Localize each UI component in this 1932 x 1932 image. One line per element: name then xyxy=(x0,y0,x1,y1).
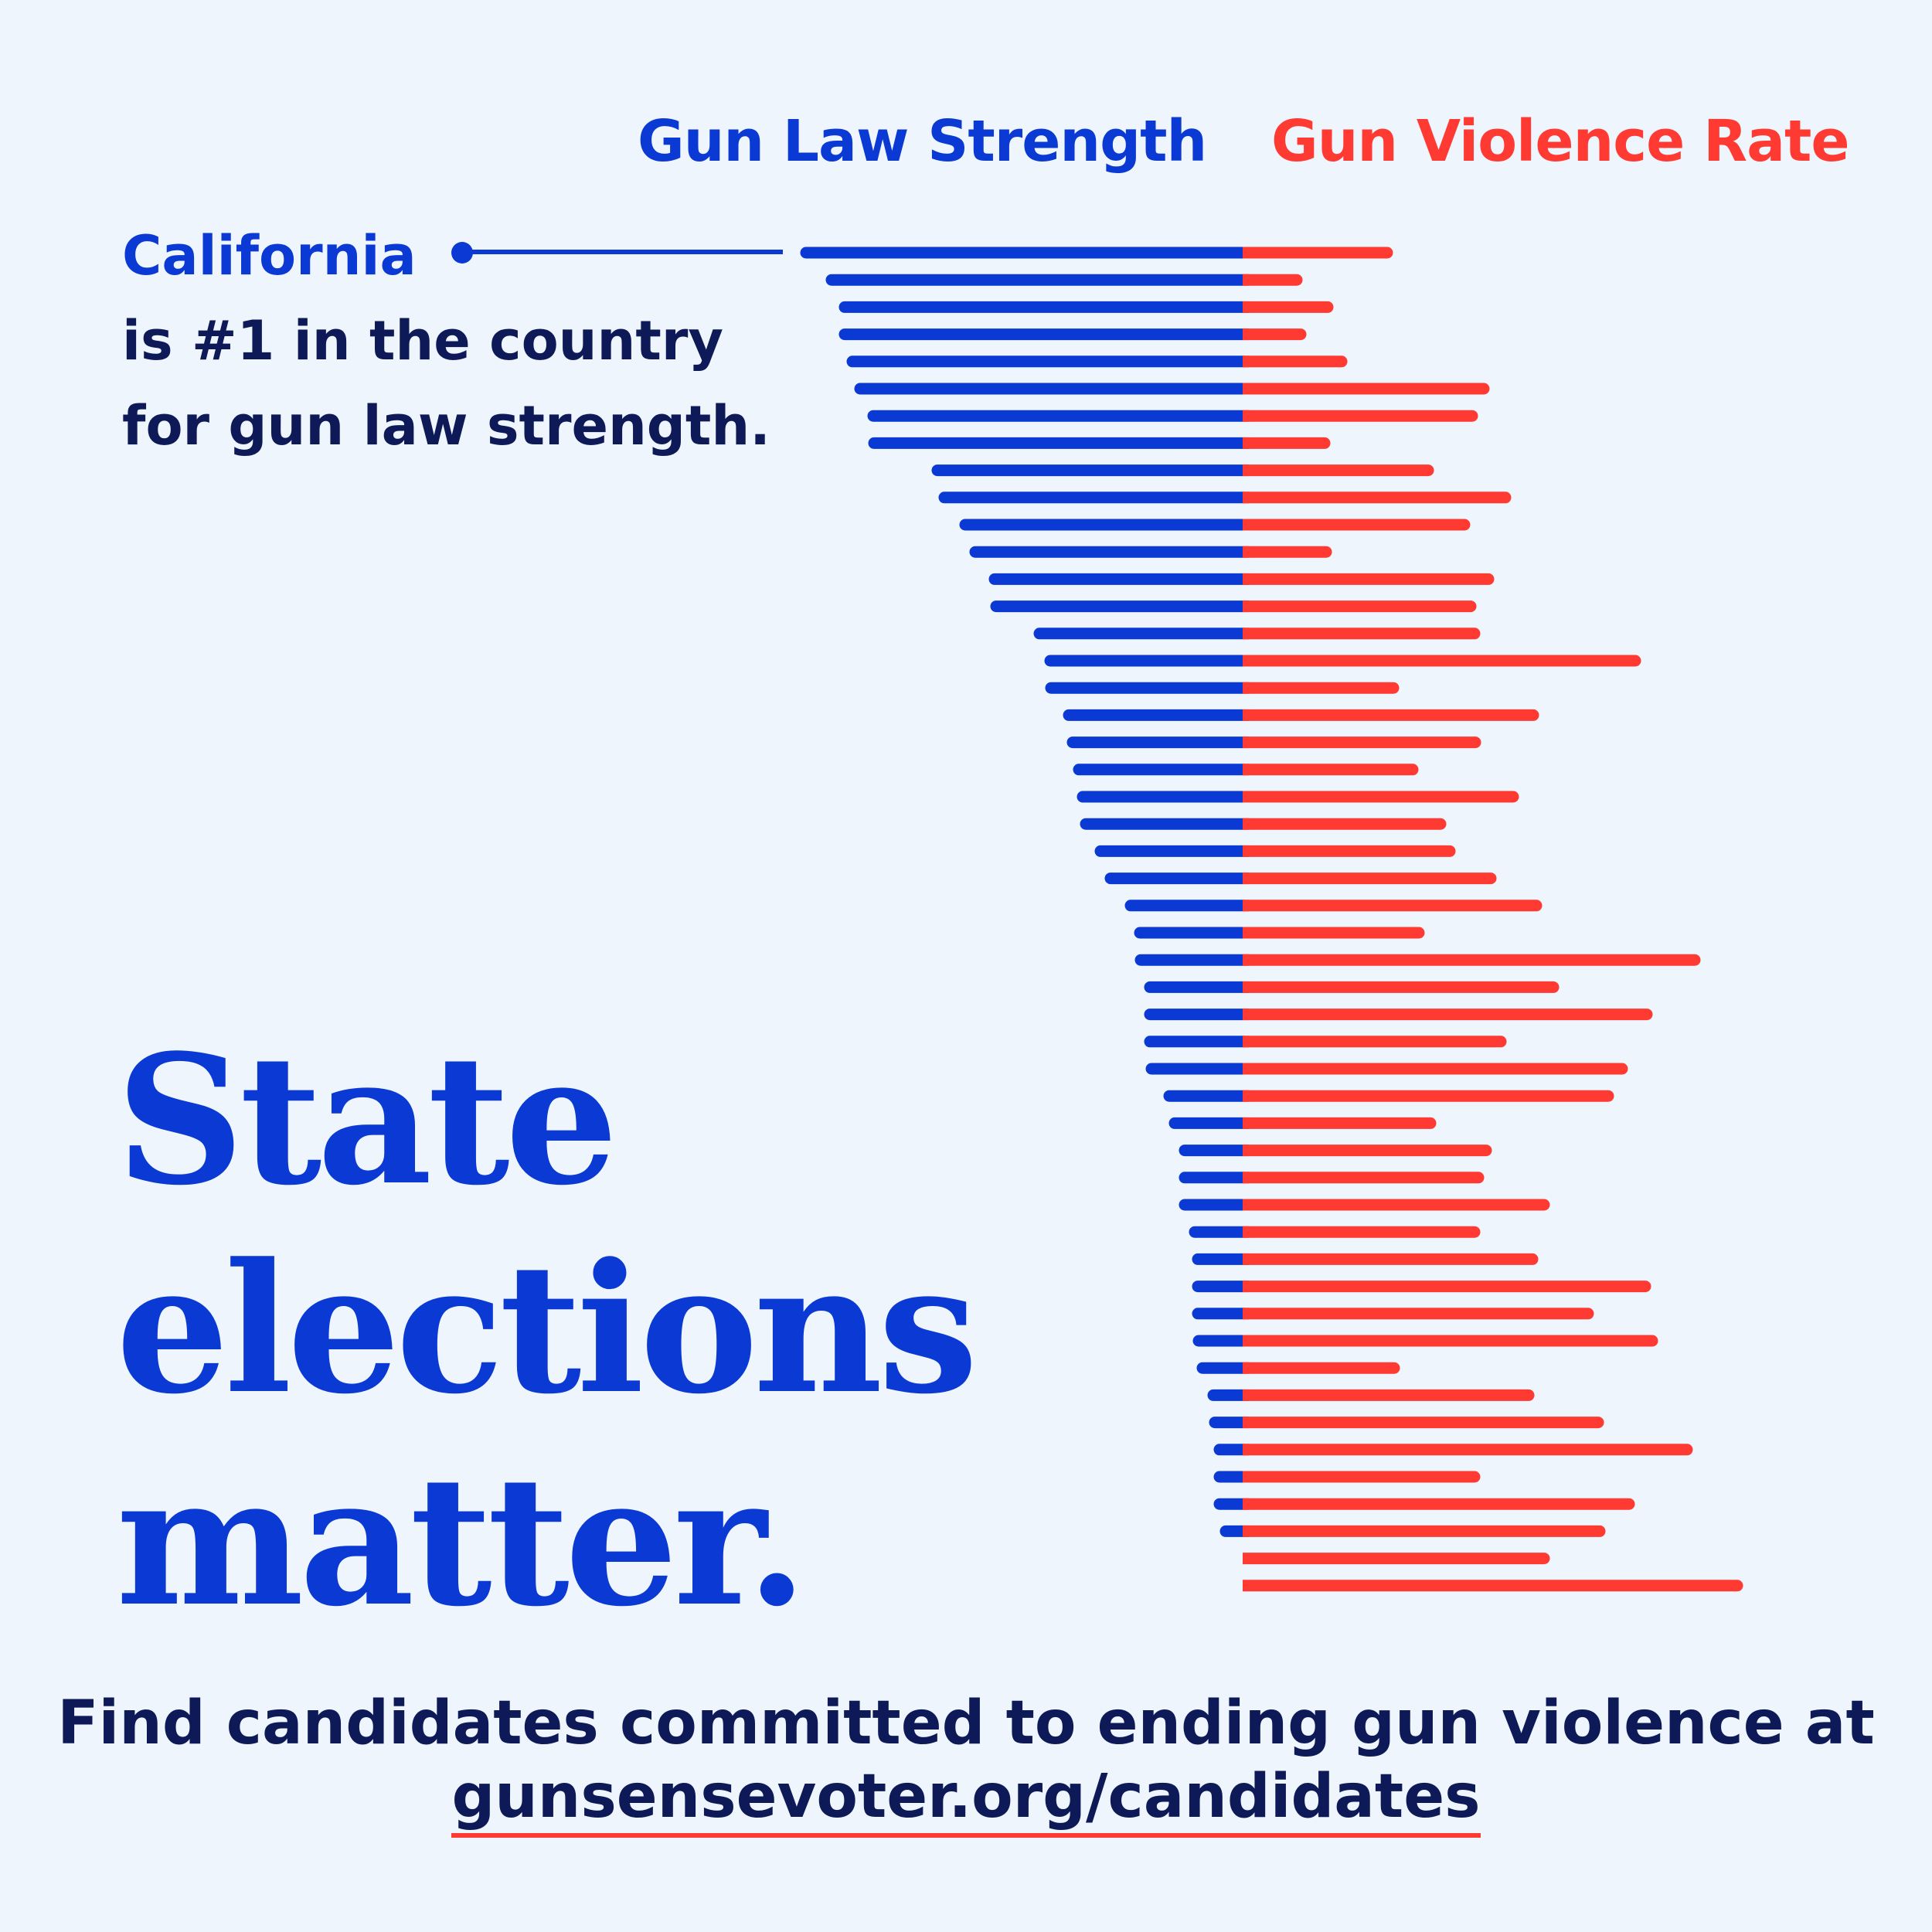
callout-pointer-line xyxy=(464,250,783,254)
bar-seam xyxy=(1243,328,1250,341)
bar-seam xyxy=(1243,1009,1250,1021)
bar-seam xyxy=(1243,355,1250,368)
bar-seam xyxy=(1243,1335,1250,1347)
bar-seam xyxy=(1243,1036,1250,1048)
bar-seam xyxy=(1243,519,1250,531)
bar-seam xyxy=(1243,981,1250,993)
footer-call-to-action: Find candidates committed to ending gun … xyxy=(57,1689,1875,1758)
callout-text-line-1: is #1 in the country xyxy=(122,309,723,372)
bar-seam xyxy=(1243,1525,1250,1537)
bar-seam xyxy=(1236,1552,1243,1566)
bar-seam xyxy=(1243,1063,1250,1075)
bar-seam xyxy=(1243,736,1250,749)
bar-seam xyxy=(1243,1444,1250,1456)
callout-state-name: California xyxy=(122,224,417,287)
bar-seam xyxy=(1243,1253,1250,1265)
bar-seam xyxy=(1236,1579,1243,1593)
bar-seam xyxy=(1243,872,1250,885)
bar-seam xyxy=(1243,464,1250,477)
bar-seam xyxy=(1243,900,1250,912)
bar-seam xyxy=(1243,628,1250,640)
bar-seam xyxy=(1243,492,1250,504)
bar-seam xyxy=(1243,1389,1250,1401)
bar-seam xyxy=(1243,1172,1250,1184)
bar-seam xyxy=(1243,845,1250,857)
bar-seam xyxy=(1243,1362,1250,1374)
bar-seam xyxy=(1243,1308,1250,1320)
bar-seam xyxy=(1243,818,1250,830)
bar-seam xyxy=(1243,954,1250,966)
footer-link-wrapper: gunsensevoter.org/candidates xyxy=(0,1762,1932,1838)
headline-line-3: matter. xyxy=(116,1437,808,1646)
bar-seam xyxy=(1243,682,1250,694)
bar-seam xyxy=(1243,1471,1250,1483)
bar-seam xyxy=(1243,1117,1250,1129)
bar-seam xyxy=(1243,383,1250,395)
bar-seam xyxy=(1243,1145,1250,1157)
bar-seam xyxy=(1243,1281,1250,1293)
footer-link[interactable]: gunsensevoter.org/candidates xyxy=(451,1762,1481,1838)
legend-gun-law-strength: Gun Law Strength xyxy=(638,108,1207,175)
headline-line-1: State xyxy=(116,1016,618,1225)
bar-seam xyxy=(1243,274,1250,286)
bar-seam xyxy=(1243,1090,1250,1102)
bar-seam xyxy=(1243,437,1250,449)
bar-seam xyxy=(1243,709,1250,721)
bar-seam xyxy=(1243,573,1250,585)
bar-seam xyxy=(1243,410,1250,422)
bar-seam xyxy=(1243,600,1250,613)
bar-seam xyxy=(1243,764,1250,776)
bar-seam xyxy=(1243,655,1250,667)
bar-seam xyxy=(1243,791,1250,803)
callout-text-line-2: for gun law strength. xyxy=(122,394,770,457)
bar-seam xyxy=(1243,1498,1250,1510)
bar-seam xyxy=(1243,927,1250,939)
bar-seam xyxy=(1243,1199,1250,1211)
bar-seam xyxy=(1243,1226,1250,1238)
bar-seam xyxy=(1243,301,1250,313)
legend-gun-violence-rate: Gun Violence Rate xyxy=(1271,108,1850,175)
bar-seam xyxy=(1243,1417,1250,1429)
bar-seam xyxy=(1243,546,1250,558)
headline-line-2: elections xyxy=(116,1225,978,1434)
bar-seam xyxy=(1243,247,1250,259)
